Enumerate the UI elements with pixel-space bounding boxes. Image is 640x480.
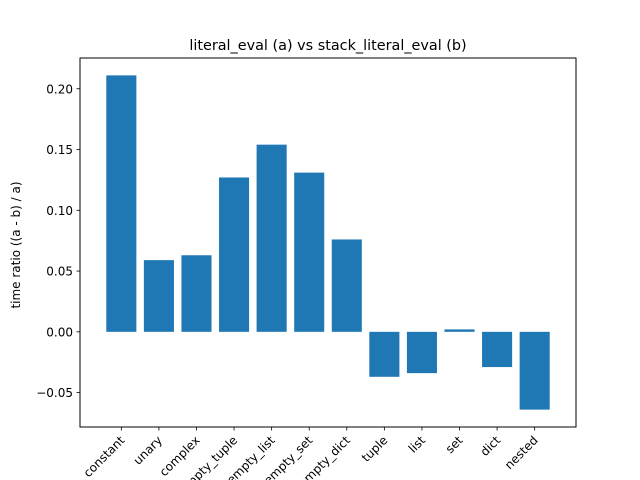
bar-complex <box>181 255 212 332</box>
plot-frame <box>79 57 577 428</box>
y-tick-label: 0.15 <box>46 143 73 157</box>
bars-group <box>106 75 550 410</box>
bar-dict <box>482 331 513 368</box>
bar-empty_tuple <box>219 177 250 332</box>
y-tick-label: 0.00 <box>46 325 73 339</box>
y-tick-label: 0.10 <box>46 204 73 218</box>
y-tick-label: 0.05 <box>46 265 73 279</box>
bar-unary <box>143 260 174 332</box>
chart-title: literal_eval (a) vs stack_literal_eval (… <box>189 38 466 54</box>
y-axis-label: time ratio ((a - b) / a) <box>9 181 23 308</box>
bar-empty_set <box>294 172 325 332</box>
bar-list <box>406 331 437 374</box>
y-tick-label: −0.05 <box>36 386 73 400</box>
bar-tuple <box>369 331 400 377</box>
bar-empty_dict <box>331 239 362 332</box>
bar-nested <box>519 331 550 410</box>
bar-constant <box>106 75 137 332</box>
bar-set <box>444 329 475 332</box>
bar-empty_list <box>256 144 287 332</box>
y-axis-ticks: −0.05 0.00 0.05 0.10 0.15 0.20 <box>36 82 80 400</box>
y-tick-label: 0.20 <box>46 82 73 96</box>
